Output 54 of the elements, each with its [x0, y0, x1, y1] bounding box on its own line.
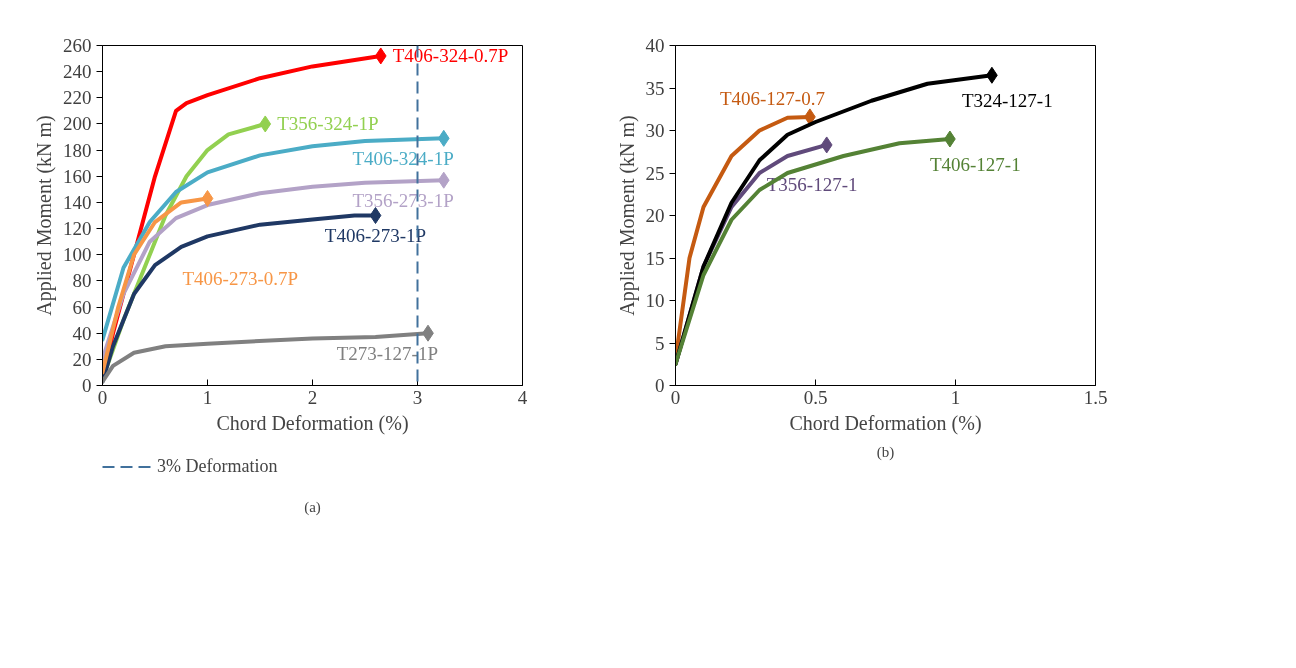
point: [201, 190, 214, 207]
y-axis-title: Applied Moment (kN m): [33, 115, 56, 316]
y-tick-label: 25: [645, 162, 665, 184]
y-tick-label: 220: [63, 87, 92, 109]
y-tick-label: 10: [645, 290, 665, 311]
x-tick-label: 0.5: [803, 386, 828, 408]
y-tick-label: 20: [72, 348, 92, 370]
y-tick-label: 160: [63, 165, 92, 187]
y-tick-label: 80: [72, 270, 92, 292]
x-tick-label: 0: [97, 386, 108, 408]
point: [259, 115, 272, 133]
y-tick-label: 100: [63, 244, 92, 266]
y-tick-label: 240: [63, 61, 92, 83]
y-axis-title: Applied Moment (kN m): [615, 115, 639, 316]
y-tick-label: 200: [63, 113, 92, 135]
text: T406-273-0.7P: [182, 268, 299, 289]
text: (a): [304, 498, 321, 516]
y-tick-label: 5: [655, 332, 665, 354]
y-tick-label: 180: [63, 139, 92, 161]
y-tick-label: 140: [63, 191, 92, 213]
series-label: T324-127-1: [961, 89, 1053, 111]
x-axis-title: Chord Deformation (%): [789, 411, 982, 435]
y-tick-label: 30: [645, 120, 665, 141]
series-label: T406-273-1P: [324, 225, 427, 246]
x-tick-label: 2: [307, 386, 318, 408]
x-tick-label: 1.5: [1083, 386, 1108, 408]
y-tick-label: 40: [72, 322, 92, 344]
text: (b): [876, 443, 895, 461]
x-tick-label: 1: [202, 386, 213, 408]
x-tick-label: 4: [517, 386, 528, 408]
y-tick-label: 60: [72, 296, 92, 318]
y-tick-label: 20: [645, 205, 665, 226]
series-label: T356-324-1P: [277, 113, 379, 135]
point: [437, 171, 450, 189]
legend-label: 3% Deformation: [157, 455, 278, 477]
x-tick-label: 3: [412, 386, 423, 408]
point: [820, 136, 833, 154]
y-tick-label: 260: [63, 35, 92, 56]
y-tick-label: 35: [645, 77, 665, 99]
series-label: T356-273-1P: [352, 189, 454, 211]
x-axis-title: Chord Deformation (%): [216, 411, 409, 435]
point: [374, 47, 387, 65]
x-tick-label: 1: [950, 386, 961, 408]
series-label: T356-127-1: [766, 174, 858, 196]
point: [437, 129, 450, 147]
series-label: T406-127-1: [929, 153, 1021, 175]
series-label: T273-127-1P: [336, 342, 438, 364]
point: [369, 207, 382, 224]
y-tick-label: 120: [63, 218, 92, 240]
x-tick-label: 0: [670, 386, 681, 408]
y-tick-label: 15: [645, 247, 665, 269]
series-label: T406-324-0.7P: [392, 45, 509, 67]
series-label: T406-127-0.7: [719, 88, 825, 110]
y-tick-label: 40: [645, 35, 665, 56]
